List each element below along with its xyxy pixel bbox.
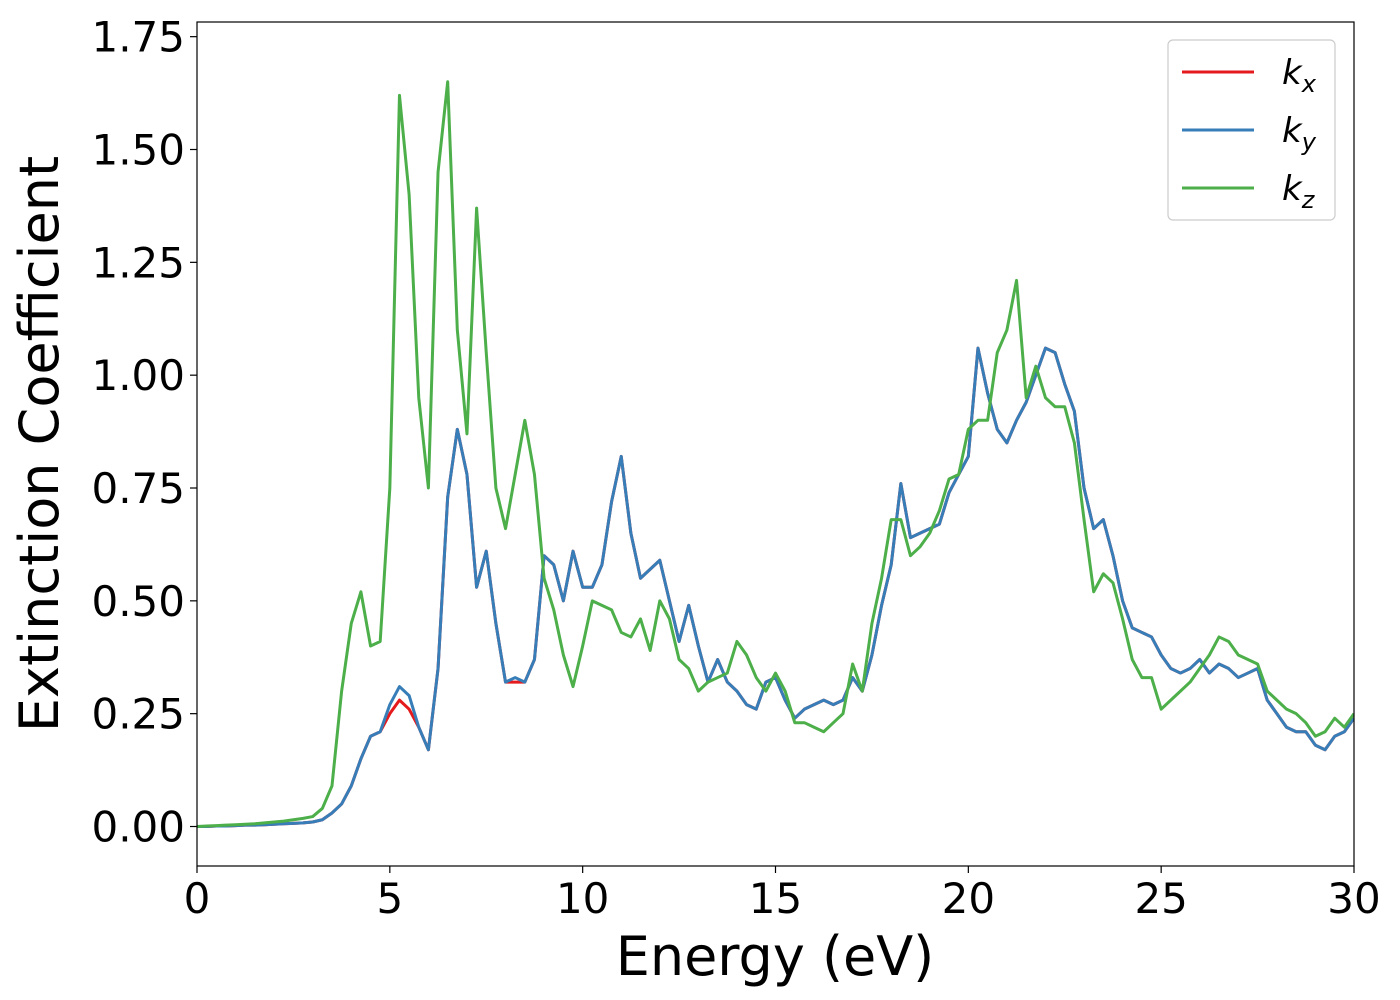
y-tick-label: 1.00 <box>91 351 185 400</box>
y-tick-label: 1.50 <box>91 126 185 175</box>
x-tick-label: 30 <box>1327 874 1380 923</box>
x-tick-label: 10 <box>556 874 609 923</box>
legend-label: kz <box>1282 169 1316 214</box>
x-tick-label: 15 <box>749 874 802 923</box>
legend-label: kx <box>1282 53 1317 98</box>
y-tick-label: 1.75 <box>91 13 185 62</box>
series-line <box>197 80 1354 829</box>
x-tick-label: 20 <box>942 874 995 923</box>
plot-frame <box>196 21 1355 867</box>
y-tick-label: 0.75 <box>91 464 185 513</box>
y-axis-label: Extinction Coefficient <box>8 156 71 732</box>
y-tick-label: 0.25 <box>91 690 185 739</box>
x-tick-label: 5 <box>376 874 403 923</box>
x-tick-label: 0 <box>184 874 211 923</box>
x-tick-label: 25 <box>1134 874 1187 923</box>
y-tick-label: 1.25 <box>91 238 185 287</box>
series-line <box>197 346 1354 829</box>
y-tick-label: 0.00 <box>91 803 185 852</box>
y-tick-label: 0.50 <box>91 577 185 626</box>
x-axis-label: Energy (eV) <box>616 925 935 988</box>
legend-label: ky <box>1282 111 1317 156</box>
